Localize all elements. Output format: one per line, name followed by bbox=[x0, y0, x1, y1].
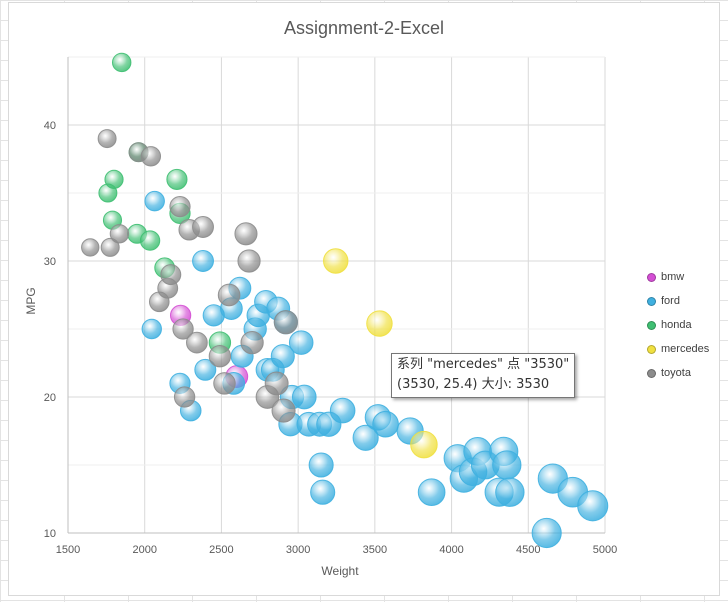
bubble-toyota[interactable] bbox=[173, 386, 196, 408]
y-tick-label: 20 bbox=[44, 392, 56, 404]
y-tick-label: 10 bbox=[44, 528, 56, 540]
bubble-toyota[interactable] bbox=[192, 216, 214, 238]
x-tick-label: 2000 bbox=[132, 544, 156, 556]
bubble-honda[interactable] bbox=[166, 168, 188, 190]
data-point-tooltip: 系列 "mercedes" 点 "3530" (3530, 25.4) 大小: … bbox=[391, 353, 576, 398]
bubble-toyota[interactable] bbox=[160, 264, 182, 286]
bubble-honda[interactable] bbox=[111, 52, 132, 73]
legend-item-honda[interactable]: honda bbox=[647, 313, 709, 337]
bubble-toyota[interactable] bbox=[109, 224, 130, 244]
x-axis-title: Weight bbox=[321, 564, 359, 578]
bubble-mercedes[interactable] bbox=[410, 430, 438, 459]
plot-area[interactable]: 1500 2000 2500 3000 3500 4000 4500 5000 10 20 30 40… bbox=[9, 3, 721, 597]
bubble-toyota[interactable] bbox=[140, 146, 162, 167]
bubble-ford[interactable] bbox=[310, 479, 336, 505]
legend-label: ford bbox=[661, 295, 680, 307]
bubble-toyota[interactable] bbox=[234, 222, 258, 246]
bubble-toyota[interactable] bbox=[271, 398, 296, 423]
tooltip-line-1: 系列 "mercedes" 点 "3530" bbox=[397, 357, 570, 372]
bubble-toyota[interactable] bbox=[100, 237, 120, 257]
bubble-ford[interactable] bbox=[194, 358, 217, 381]
legend-label: mercedes bbox=[661, 343, 710, 355]
bubble-toyota[interactable] bbox=[208, 345, 232, 368]
y-axis-title: MPG bbox=[24, 287, 38, 314]
bubble-toyota[interactable] bbox=[169, 195, 191, 218]
x-tick-label: 4000 bbox=[439, 544, 463, 556]
bubble-mercedes[interactable] bbox=[366, 310, 393, 337]
bubble-toyota[interactable] bbox=[186, 331, 208, 354]
bubble-ford[interactable] bbox=[141, 318, 162, 340]
x-tick-label: 4500 bbox=[516, 544, 540, 556]
bubble-honda[interactable] bbox=[104, 169, 124, 189]
chart-title: Assignment-2-Excel bbox=[283, 18, 445, 38]
y-tick-label: 30 bbox=[44, 256, 56, 268]
legend-swatch bbox=[647, 368, 656, 378]
bubble-ford[interactable] bbox=[417, 478, 446, 507]
legend-item-toyota[interactable]: toyota bbox=[647, 361, 709, 385]
bubbles[interactable] bbox=[81, 52, 609, 549]
bubble-toyota[interactable] bbox=[264, 371, 289, 396]
bubble-mercedes[interactable] bbox=[323, 248, 349, 274]
tooltip-line-2: (3530, 25.4) 大小: 3530 bbox=[397, 377, 550, 392]
bubble-honda[interactable] bbox=[139, 230, 161, 251]
legend-swatch bbox=[647, 272, 656, 282]
x-tick-label: 1500 bbox=[56, 544, 80, 556]
legend-label: bmw bbox=[661, 271, 685, 283]
bubble-ford[interactable] bbox=[270, 344, 295, 369]
bubble-ford[interactable] bbox=[577, 490, 609, 522]
legend-label: toyota bbox=[661, 367, 691, 379]
bubble-ford[interactable] bbox=[291, 384, 317, 410]
legend-item-mercedes[interactable]: mercedes bbox=[647, 337, 709, 361]
bubble-toyota[interactable] bbox=[273, 310, 298, 335]
y-tick-label: 40 bbox=[44, 120, 56, 132]
x-tick-label: 2500 bbox=[209, 544, 233, 556]
bubble-ford[interactable] bbox=[308, 452, 334, 478]
bubble-ford[interactable] bbox=[495, 477, 525, 507]
x-tick-label: 5000 bbox=[593, 544, 617, 556]
bubble-toyota[interactable] bbox=[237, 249, 261, 273]
legend-swatch bbox=[647, 320, 656, 330]
bubble-ford[interactable] bbox=[192, 250, 214, 272]
bubble-ford[interactable] bbox=[372, 410, 399, 438]
bubble-ford[interactable] bbox=[288, 330, 314, 355]
bubble-toyota[interactable] bbox=[97, 129, 117, 149]
bubble-ford[interactable] bbox=[492, 450, 522, 480]
chart-area[interactable]: Assignment-2-Excel 1500 2000 2500 3000 3500 4… bbox=[8, 2, 720, 596]
bubble-ford[interactable] bbox=[531, 517, 562, 549]
bubble-toyota[interactable] bbox=[81, 238, 100, 257]
gridlines bbox=[67, 56, 606, 534]
legend-swatch bbox=[647, 296, 656, 306]
bubble-ford[interactable] bbox=[329, 397, 356, 424]
x-tick-label: 3000 bbox=[286, 544, 310, 556]
bubble-toyota[interactable] bbox=[213, 372, 236, 395]
legend: bmw ford honda mercedes toyota bbox=[647, 265, 709, 385]
bubble-toyota[interactable] bbox=[172, 318, 194, 340]
bubble-toyota[interactable] bbox=[217, 283, 241, 307]
bubble-ford[interactable] bbox=[144, 190, 165, 212]
legend-label: honda bbox=[661, 319, 692, 331]
axes: 1500 2000 2500 3000 3500 4000 4500 5000 10 20 30 40 bbox=[44, 57, 617, 556]
bubble-ford[interactable] bbox=[352, 424, 379, 451]
legend-item-ford[interactable]: ford bbox=[647, 289, 709, 313]
x-tick-label: 3500 bbox=[363, 544, 387, 556]
legend-swatch bbox=[647, 344, 656, 354]
bubble-toyota[interactable] bbox=[240, 330, 264, 355]
legend-item-bmw[interactable]: bmw bbox=[647, 265, 709, 289]
